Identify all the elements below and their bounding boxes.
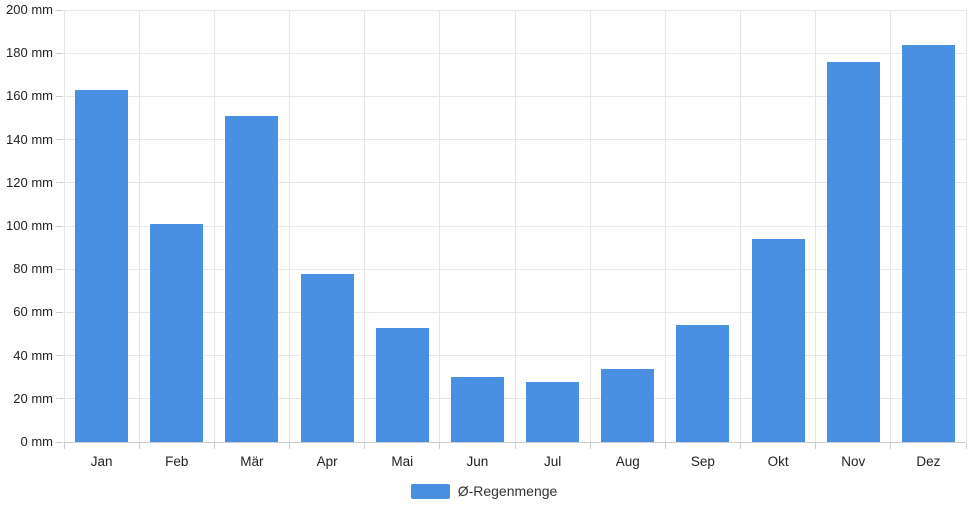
y-axis-tick bbox=[56, 225, 63, 227]
x-axis-label-mai: Mai bbox=[391, 454, 414, 469]
x-gridline bbox=[514, 10, 516, 442]
x-axis-label-jun: Jun bbox=[466, 454, 489, 469]
bar-jul[interactable] bbox=[526, 381, 580, 442]
x-gridline bbox=[890, 10, 892, 442]
x-axis-label-nov: Nov bbox=[841, 454, 866, 469]
x-axis-tick bbox=[289, 443, 290, 449]
bar-feb[interactable] bbox=[150, 223, 204, 442]
y-axis-label: 0 mm bbox=[20, 434, 54, 449]
x-axis-tick bbox=[138, 443, 140, 449]
legend-label: Ø-Regenmenge bbox=[457, 483, 558, 499]
x-axis-tick bbox=[815, 443, 817, 449]
x-axis-tick bbox=[439, 443, 441, 449]
x-axis-tick bbox=[965, 443, 967, 449]
x-axis-tick bbox=[213, 443, 215, 449]
y-gridline bbox=[64, 52, 966, 54]
y-axis-tick bbox=[56, 95, 63, 97]
x-axis-label-dez: Dez bbox=[916, 454, 941, 469]
x-axis-tick bbox=[589, 443, 591, 449]
x-gridline bbox=[364, 10, 366, 442]
bar-mai[interactable] bbox=[375, 327, 429, 442]
x-axis-label-mär: Mär bbox=[240, 454, 264, 469]
y-axis-tick bbox=[56, 311, 63, 313]
bar-apr[interactable] bbox=[300, 273, 354, 442]
legend-item-regenmenge[interactable]: Ø-Regenmenge bbox=[0, 482, 968, 500]
bar-nov[interactable] bbox=[826, 61, 880, 442]
bar-dez[interactable] bbox=[901, 44, 955, 442]
y-axis-label: 200 mm bbox=[6, 2, 53, 17]
x-gridline bbox=[63, 10, 65, 442]
x-gridline bbox=[289, 10, 290, 442]
y-axis-label: 20 mm bbox=[13, 390, 53, 406]
x-axis-tick bbox=[63, 443, 65, 449]
bar-sep[interactable] bbox=[676, 325, 730, 442]
legend-swatch bbox=[410, 483, 450, 499]
x-axis-label-jul: Jul bbox=[543, 454, 562, 469]
y-axis-tick bbox=[56, 355, 63, 357]
y-axis-label: 160 mm bbox=[6, 88, 53, 104]
x-axis-label-apr: Apr bbox=[316, 454, 338, 469]
x-gridline bbox=[589, 10, 591, 442]
y-axis-label: 140 mm bbox=[6, 131, 53, 147]
y-axis-tick bbox=[56, 139, 63, 141]
y-axis-tick bbox=[56, 268, 63, 270]
x-axis-label-sep: Sep bbox=[690, 454, 715, 469]
x-gridline bbox=[740, 10, 741, 442]
bar-okt[interactable] bbox=[751, 239, 805, 442]
x-axis-tick bbox=[890, 443, 892, 449]
y-axis-label: 40 mm bbox=[13, 347, 53, 363]
y-axis-label: 120 mm bbox=[6, 174, 53, 190]
bar-jun[interactable] bbox=[450, 377, 504, 442]
x-gridline bbox=[138, 10, 140, 442]
y-axis-label: 100 mm bbox=[6, 218, 53, 233]
x-gridline bbox=[213, 10, 215, 442]
y-axis-label: 80 mm bbox=[13, 261, 53, 277]
x-axis-label-feb: Feb bbox=[165, 454, 189, 469]
x-axis-tick bbox=[514, 443, 516, 449]
x-axis-tick bbox=[364, 443, 366, 449]
bar-mär[interactable] bbox=[225, 115, 279, 442]
x-axis-label-jan: Jan bbox=[90, 454, 113, 469]
x-gridline bbox=[439, 10, 441, 442]
y-axis-label: 180 mm bbox=[6, 45, 53, 61]
x-gridline bbox=[815, 10, 817, 442]
y-axis-tick bbox=[56, 52, 63, 54]
x-gridline bbox=[664, 10, 666, 442]
y-axis-label: 60 mm bbox=[13, 304, 53, 320]
y-axis-tick bbox=[56, 9, 63, 11]
bar-aug[interactable] bbox=[601, 368, 655, 442]
y-axis-tick bbox=[56, 398, 63, 400]
y-axis-tick bbox=[56, 441, 63, 443]
x-axis-tick bbox=[740, 443, 741, 449]
y-axis-tick bbox=[56, 182, 63, 184]
bar-jan[interactable] bbox=[75, 89, 129, 442]
x-gridline bbox=[965, 10, 967, 442]
x-axis-tick bbox=[664, 443, 666, 449]
x-axis-label-aug: Aug bbox=[615, 454, 640, 469]
x-axis-label-okt: Okt bbox=[767, 454, 789, 469]
y-gridline bbox=[64, 9, 966, 11]
